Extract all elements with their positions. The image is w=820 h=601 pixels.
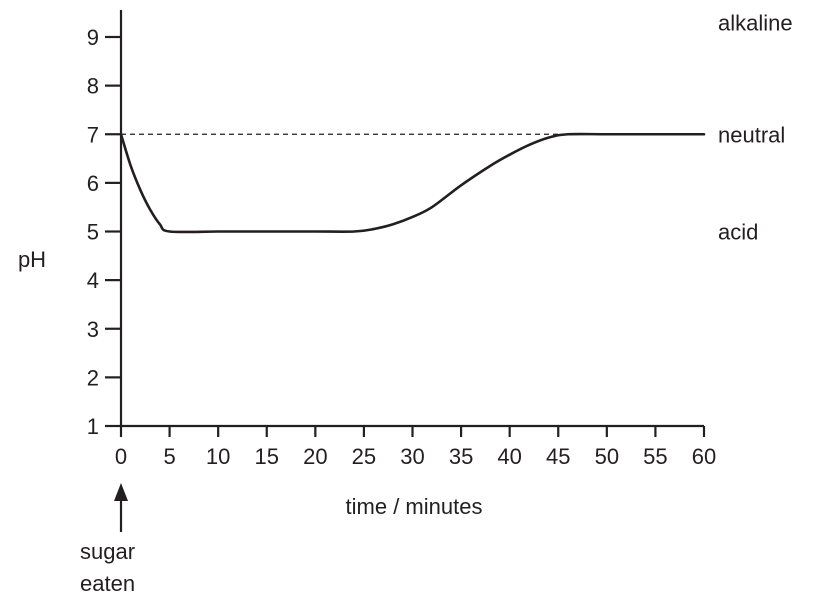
x-tick-label: 5 — [163, 444, 175, 469]
y-tick-label: 8 — [87, 74, 99, 99]
side-label: acid — [718, 220, 758, 245]
x-axis-title: time / minutes — [346, 494, 483, 519]
x-tick-label: 35 — [449, 444, 473, 469]
y-tick-label: 6 — [87, 171, 99, 196]
annotation-text-line: sugar — [80, 539, 135, 564]
y-tick-label: 2 — [87, 365, 99, 390]
y-tick-label: 5 — [87, 220, 99, 245]
x-tick-label: 30 — [400, 444, 424, 469]
x-ticks: 0 5 10 15 20 25 30 35 40 45 50 55 60 — [115, 426, 716, 469]
x-tick-label: 20 — [303, 444, 327, 469]
y-tick-label: 9 — [87, 25, 99, 50]
annotation-arrow-head — [114, 483, 128, 501]
y-tick-label: 7 — [87, 122, 99, 147]
ph-series-line — [119, 132, 706, 234]
x-tick-label: 10 — [206, 444, 230, 469]
side-label: neutral — [718, 122, 785, 147]
x-tick-label: 25 — [352, 444, 376, 469]
y-ticks: 1 2 3 4 5 6 7 8 9 — [87, 25, 121, 439]
series — [119, 132, 706, 234]
x-tick-label: 0 — [115, 444, 127, 469]
sugar-eaten-annotation: sugar eaten — [80, 483, 135, 596]
x-tick-label: 45 — [546, 444, 570, 469]
x-tick-label: 50 — [595, 444, 619, 469]
x-tick-label: 55 — [643, 444, 667, 469]
y-tick-label: 4 — [87, 268, 99, 293]
x-tick-label: 60 — [692, 444, 716, 469]
x-tick-label: 15 — [255, 444, 279, 469]
y-tick-label: 3 — [87, 317, 99, 342]
side-labels: alkaline neutral acid — [718, 10, 793, 244]
x-tick-label: 40 — [497, 444, 521, 469]
annotation-text-line: eaten — [80, 571, 135, 596]
y-axis-title: pH — [18, 247, 46, 272]
side-label: alkaline — [718, 10, 793, 35]
y-tick-label: 1 — [87, 414, 99, 439]
